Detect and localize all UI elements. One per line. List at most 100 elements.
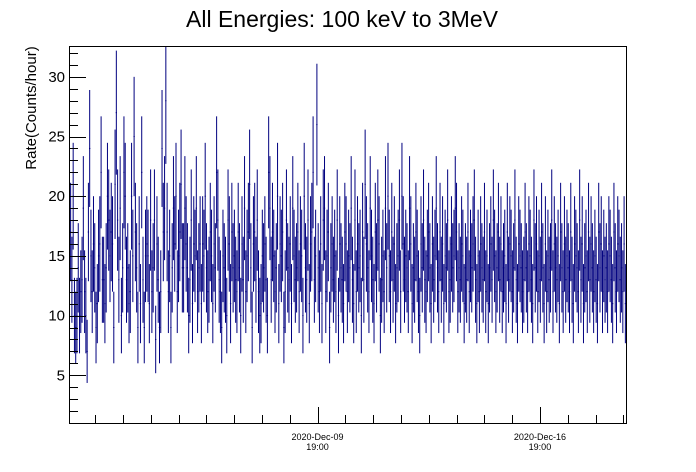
x-tick-label-date: 2020-Dec-09 bbox=[292, 432, 344, 442]
data-point bbox=[379, 277, 382, 354]
data-point bbox=[221, 291, 223, 364]
data-point bbox=[303, 142, 305, 250]
data-point bbox=[476, 264, 478, 344]
data-point bbox=[94, 223, 96, 313]
data-point bbox=[99, 196, 101, 292]
data-point bbox=[571, 236, 573, 323]
data-point bbox=[493, 209, 496, 303]
data-point bbox=[567, 223, 569, 313]
data-point bbox=[558, 264, 560, 344]
data-point bbox=[95, 291, 97, 364]
data-point bbox=[596, 264, 599, 344]
data-point bbox=[374, 182, 376, 282]
y-tick-label: 5 bbox=[57, 367, 65, 384]
data-point bbox=[504, 209, 506, 303]
data-point bbox=[471, 223, 473, 313]
data-point bbox=[615, 250, 618, 334]
data-point bbox=[491, 236, 493, 323]
data-point bbox=[422, 169, 425, 271]
data-point bbox=[151, 250, 153, 334]
data-point bbox=[429, 223, 431, 313]
data-point bbox=[533, 169, 535, 271]
data-point bbox=[580, 236, 582, 323]
data-point bbox=[331, 196, 333, 292]
data-point bbox=[383, 250, 385, 334]
data-point bbox=[586, 250, 588, 334]
data-point bbox=[490, 196, 492, 292]
data-point bbox=[473, 169, 475, 271]
data-point bbox=[623, 196, 625, 292]
data-point bbox=[90, 209, 92, 303]
data-point bbox=[222, 209, 224, 303]
data-point bbox=[356, 196, 359, 292]
data-point bbox=[528, 196, 530, 292]
data-point bbox=[180, 129, 182, 239]
data-point bbox=[341, 236, 343, 323]
data-point bbox=[213, 196, 215, 292]
data-point bbox=[147, 209, 149, 303]
data-point bbox=[400, 250, 402, 334]
data-point bbox=[552, 250, 554, 334]
data-point bbox=[472, 196, 474, 292]
data-point bbox=[172, 156, 175, 261]
data-point bbox=[246, 209, 248, 303]
data-point bbox=[71, 236, 73, 323]
data-point bbox=[312, 116, 314, 229]
data-point bbox=[318, 250, 321, 334]
data-point bbox=[320, 196, 322, 292]
data-point bbox=[335, 250, 337, 334]
data-point bbox=[82, 156, 84, 261]
data-point bbox=[87, 182, 90, 282]
data-point bbox=[554, 223, 557, 313]
data-point bbox=[101, 236, 104, 323]
data-point bbox=[513, 223, 515, 313]
data-point bbox=[293, 209, 295, 303]
data-point bbox=[304, 223, 307, 313]
data-point bbox=[313, 236, 315, 323]
data-point bbox=[599, 223, 601, 313]
data-point bbox=[103, 236, 105, 323]
data-point bbox=[359, 209, 361, 303]
data-point bbox=[236, 250, 238, 334]
data-point bbox=[289, 196, 291, 292]
data-point bbox=[563, 196, 566, 292]
data-point bbox=[420, 196, 422, 292]
data-point bbox=[218, 236, 220, 323]
data-point bbox=[613, 182, 615, 282]
data-point bbox=[205, 223, 208, 313]
data-point bbox=[499, 236, 501, 323]
data-point bbox=[426, 209, 428, 303]
data-point bbox=[259, 277, 261, 354]
data-point bbox=[344, 182, 346, 282]
data-point bbox=[431, 196, 434, 292]
data-point bbox=[174, 196, 176, 292]
data-point bbox=[200, 264, 203, 344]
data-point bbox=[474, 236, 477, 323]
data-point bbox=[604, 236, 606, 323]
data-point bbox=[340, 223, 342, 313]
data-point bbox=[350, 156, 352, 261]
data-point bbox=[369, 156, 371, 261]
data-point bbox=[132, 209, 134, 303]
data-point bbox=[302, 277, 304, 354]
data-point bbox=[123, 116, 125, 229]
data-point bbox=[116, 169, 119, 271]
data-point bbox=[464, 223, 467, 313]
data-point bbox=[581, 196, 583, 292]
data-point bbox=[375, 223, 378, 313]
data-point bbox=[587, 182, 590, 282]
data-point bbox=[603, 209, 605, 303]
x-tick-label-time: 19:00 bbox=[529, 442, 552, 452]
data-point bbox=[120, 277, 123, 354]
data-point bbox=[171, 223, 173, 313]
data-point bbox=[169, 209, 171, 303]
y-tick-label: 20 bbox=[48, 188, 65, 205]
data-point bbox=[212, 264, 214, 344]
data-point bbox=[198, 223, 200, 313]
data-point bbox=[161, 89, 163, 207]
data-point bbox=[576, 223, 578, 313]
data-point bbox=[624, 264, 626, 344]
data-point bbox=[317, 223, 319, 313]
data-point bbox=[128, 264, 130, 344]
